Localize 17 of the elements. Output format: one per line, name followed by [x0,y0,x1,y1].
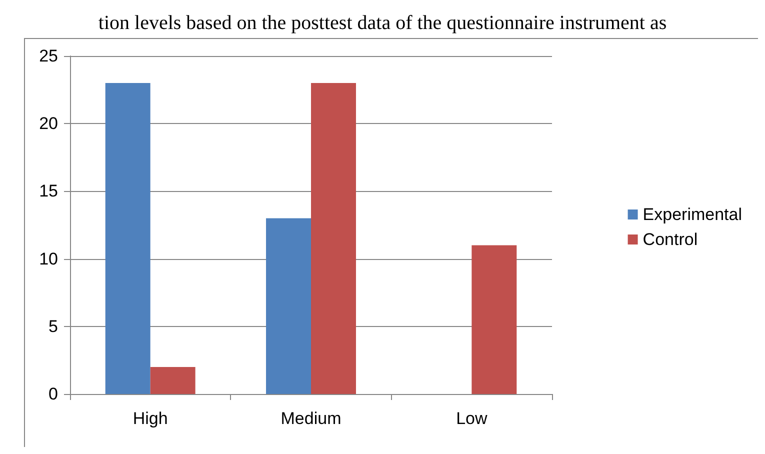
bar [472,245,517,394]
x-tick-label: Low [456,409,488,428]
y-tick-label: 25 [39,46,58,66]
bar [311,83,356,394]
y-tick-label: 15 [39,182,58,201]
y-tick-label: 5 [48,316,58,336]
chart-title: tion levels based on the posttest data of the questionnaire instrument as [98,12,667,34]
legend-label: Control [642,230,698,249]
bar [266,218,311,394]
y-tick-label: 10 [39,249,58,268]
legend-label: Experimental [642,205,742,224]
x-tick-label: High [132,409,168,428]
bar [150,366,196,394]
y-tick-label: 0 [48,384,58,404]
x-tick-label: Medium [280,409,342,428]
y-tick-label: 20 [39,114,58,134]
bar [105,83,150,394]
